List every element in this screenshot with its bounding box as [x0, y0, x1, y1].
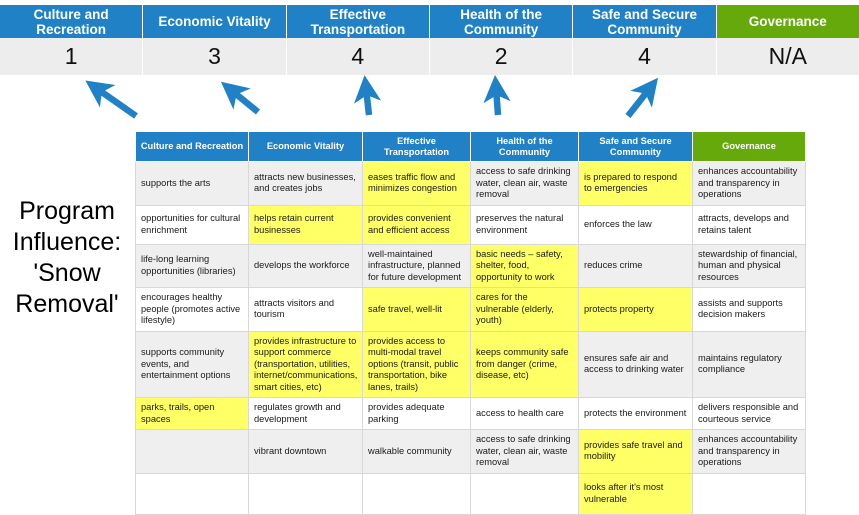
matrix-cell: vibrant downtown [248, 429, 363, 474]
matrix-cell: attracts visitors and tourism [248, 287, 363, 332]
matrix-cell: looks after it's most vulnerable [578, 472, 693, 515]
matrix-cell: preserves the natural environment [470, 204, 579, 245]
matrix-cell: enhances accountability and transparency… [692, 429, 806, 474]
table-row: opportunities for cultural enrichment he… [135, 204, 806, 245]
matrix-header-economic-vitality: Economic Vitality [248, 131, 363, 162]
top-value-governance: N/A [768, 43, 807, 69]
matrix-cell: walkable community [362, 429, 471, 474]
matrix-cell [362, 472, 471, 515]
arrow-up-icon-3 [354, 75, 382, 116]
matrix-header-health-of-the-community: Health of the Community [470, 131, 579, 162]
top-value-effective-transportation: 4 [287, 38, 430, 75]
matrix-cell: basic needs – safety, shelter, food, opp… [470, 243, 579, 288]
matrix-cell: enforces the law [578, 204, 693, 245]
matrix-cell: provides infrastructure to support comme… [248, 330, 363, 398]
arrow-up-left-icon-1 [85, 80, 138, 119]
top-value-economic-vitality: 3 [143, 38, 287, 75]
top-header-economic-vitality: Economic Vitality [143, 5, 287, 38]
top-scorecard: Culture and Recreation Economic Vitality… [0, 5, 859, 75]
top-scorecard-header-row: Culture and Recreation Economic Vitality… [0, 5, 859, 38]
table-row: encourages healthy people (promotes acti… [135, 287, 806, 332]
influence-matrix: Culture and Recreation Economic Vitality… [135, 131, 806, 515]
matrix-cell: stewardship of financial, human and phys… [692, 243, 806, 288]
table-row: life-long learning opportunities (librar… [135, 243, 806, 288]
matrix-cell: regulates growth and development [248, 397, 363, 430]
matrix-cell: develops the workforce [248, 243, 363, 288]
matrix-cell: supports community events, and entertain… [135, 330, 249, 398]
top-header-effective-transportation: Effective Transportation [286, 5, 430, 38]
matrix-cell: assists and supports decision makers [692, 287, 806, 332]
top-header-governance: Governance [716, 5, 859, 38]
table-row: supports community events, and entertain… [135, 330, 806, 398]
matrix-cell: encourages healthy people (promotes acti… [135, 287, 249, 332]
matrix-cell: enhances accountability and transparency… [692, 161, 806, 206]
matrix-cell: cares for the vulnerable (elderly, youth… [470, 287, 579, 332]
matrix-cell: protects the environment [578, 397, 693, 430]
matrix-header-row: Culture and Recreation Economic Vitality… [135, 131, 806, 162]
matrix-cell: access to safe drinking water, clean air… [470, 161, 579, 206]
matrix-cell: access to health care [470, 397, 579, 430]
program-influence-label: Program Influence: 'Snow Removal' [12, 197, 122, 318]
matrix-cell: opportunities for cultural enrichment [135, 204, 249, 245]
matrix-header-culture-and-recreation: Culture and Recreation [135, 131, 249, 162]
top-value-safe-and-secure-community: 4 [573, 38, 717, 75]
matrix-cell: attracts new businesses, and creates job… [248, 161, 363, 206]
top-scorecard-value-row: 1 3 4 2 4 N/A [0, 38, 859, 75]
matrix-cell: well-maintained infrastructure, planned … [362, 243, 471, 288]
matrix-cell: delivers responsible and courteous servi… [692, 397, 806, 430]
matrix-cell: supports the arts [135, 161, 249, 206]
matrix-cell: provides adequate parking [362, 397, 471, 430]
matrix-cell: provides convenient and efficient access [362, 204, 471, 245]
matrix-cell: access to safe drinking water, clean air… [470, 429, 579, 474]
arrow-up-icon-4 [483, 75, 511, 116]
table-row: looks after it's most vulnerable [135, 472, 806, 515]
top-header-culture-and-recreation: Culture and Recreation [0, 5, 144, 38]
matrix-header-safe-and-secure-community: Safe and Secure Community [578, 131, 693, 162]
top-value-health-of-the-community: 2 [430, 38, 574, 75]
matrix-cell [470, 472, 579, 515]
matrix-cell: provides safe travel and mobility [578, 429, 693, 474]
matrix-cell: provides access to multi-modal travel op… [362, 330, 471, 398]
table-row: supports the arts attracts new businesse… [135, 161, 806, 206]
matrix-header-effective-transportation: Effective Transportation [362, 131, 471, 162]
top-value-culture-and-recreation: 1 [0, 38, 144, 75]
matrix-cell: helps retain current businesses [248, 204, 363, 245]
matrix-cell: keeps community safe from danger (crime,… [470, 330, 579, 398]
matrix-cell [248, 472, 363, 515]
table-row: vibrant downtown walkable community acce… [135, 429, 806, 474]
matrix-cell [135, 472, 249, 515]
matrix-cell: ensures safe air and access to drinking … [578, 330, 693, 398]
arrow-up-right-icon-5 [625, 77, 659, 119]
matrix-cell: parks, trails, open spaces [135, 397, 249, 430]
matrix-header-governance: Governance [692, 131, 806, 162]
table-row: parks, trails, open spaces regulates gro… [135, 397, 806, 430]
matrix-cell: protects property [578, 287, 693, 332]
matrix-cell: eases traffic flow and minimizes congest… [362, 161, 471, 206]
matrix-cell: life-long learning opportunities (librar… [135, 243, 249, 288]
matrix-cell: is prepared to respond to emergencies [578, 161, 693, 206]
matrix-cell: safe travel, well-lit [362, 287, 471, 332]
top-header-safe-and-secure-community: Safe and Secure Community [573, 5, 717, 38]
matrix-cell [135, 429, 249, 474]
matrix-cell [692, 472, 806, 515]
matrix-cell: reduces crime [578, 243, 693, 288]
influence-matrix-table: Culture and Recreation Economic Vitality… [135, 131, 806, 515]
arrow-up-left-icon-2 [220, 81, 261, 115]
matrix-cell: attracts, develops and retains talent [692, 204, 806, 245]
top-header-health-of-the-community: Health of the Community [429, 5, 574, 38]
matrix-cell: maintains regulatory compliance [692, 330, 806, 398]
